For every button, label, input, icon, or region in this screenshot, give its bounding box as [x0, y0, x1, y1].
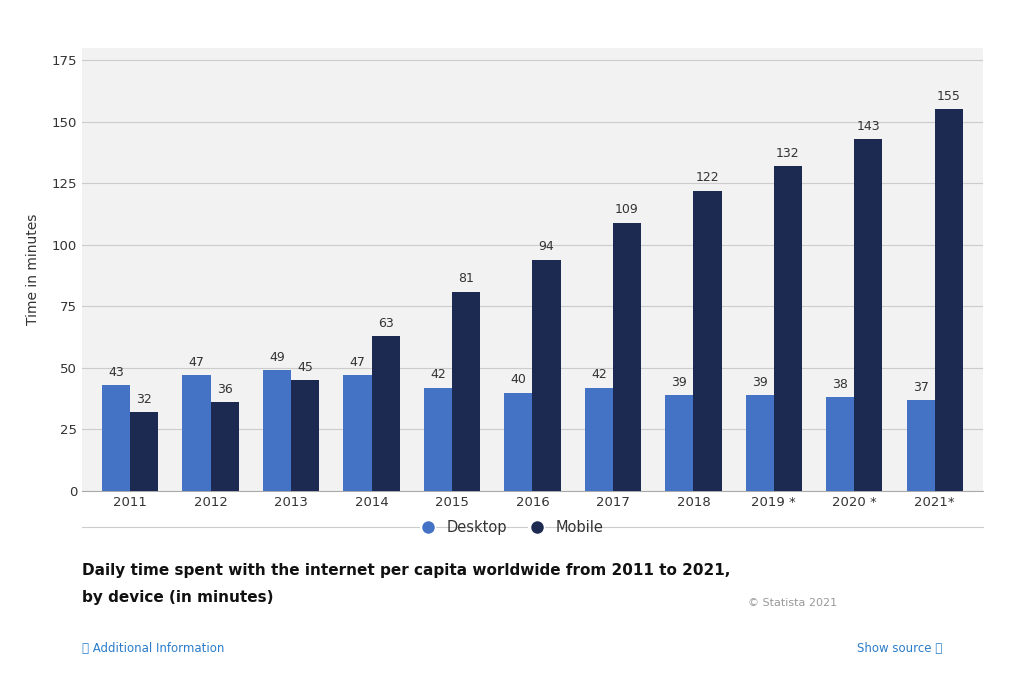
Text: ⓘ Additional Information: ⓘ Additional Information [82, 642, 224, 655]
Bar [935, 109, 963, 491]
Bar [291, 380, 319, 491]
Text: 63: 63 [378, 316, 393, 329]
Bar [263, 370, 291, 491]
Text: 40: 40 [510, 373, 526, 387]
Bar [424, 387, 452, 491]
Bar [182, 375, 211, 491]
Bar [505, 393, 532, 491]
Text: 81: 81 [458, 272, 474, 285]
Text: 143: 143 [857, 120, 881, 133]
Text: 42: 42 [591, 368, 607, 381]
Bar [532, 260, 561, 491]
Text: 38: 38 [833, 379, 848, 391]
Bar [452, 292, 480, 491]
Bar [130, 412, 159, 491]
Bar [826, 398, 854, 491]
Bar [906, 400, 935, 491]
Bar [372, 336, 399, 491]
Text: 47: 47 [188, 356, 205, 369]
Bar [211, 402, 239, 491]
Text: 155: 155 [937, 90, 961, 103]
Bar [102, 385, 130, 491]
Y-axis label: Time in minutes: Time in minutes [27, 213, 40, 325]
Text: 37: 37 [912, 381, 929, 394]
Text: © Statista 2021: © Statista 2021 [748, 598, 837, 608]
Text: 42: 42 [430, 368, 445, 381]
Text: 132: 132 [776, 147, 800, 160]
Bar [666, 395, 693, 491]
Bar [343, 375, 372, 491]
Text: 32: 32 [136, 393, 153, 406]
Text: by device (in minutes): by device (in minutes) [82, 590, 273, 605]
Text: Show source ⓘ: Show source ⓘ [857, 642, 942, 655]
Text: 94: 94 [539, 240, 554, 254]
Bar [745, 395, 774, 491]
Bar [613, 222, 641, 491]
Text: 36: 36 [217, 383, 232, 396]
Bar [693, 190, 722, 491]
Text: 39: 39 [672, 376, 687, 389]
Text: 122: 122 [695, 171, 719, 184]
Text: 39: 39 [752, 376, 768, 389]
Legend: Desktop, Mobile: Desktop, Mobile [421, 520, 603, 535]
Bar [774, 166, 802, 491]
Text: 43: 43 [109, 366, 124, 379]
Text: 49: 49 [269, 351, 285, 364]
Bar [854, 139, 883, 491]
Text: 109: 109 [615, 203, 639, 216]
Bar [585, 387, 613, 491]
Text: 47: 47 [349, 356, 366, 369]
Text: Daily time spent with the internet per capita worldwide from 2011 to 2021,: Daily time spent with the internet per c… [82, 563, 730, 578]
Text: 45: 45 [297, 361, 313, 374]
